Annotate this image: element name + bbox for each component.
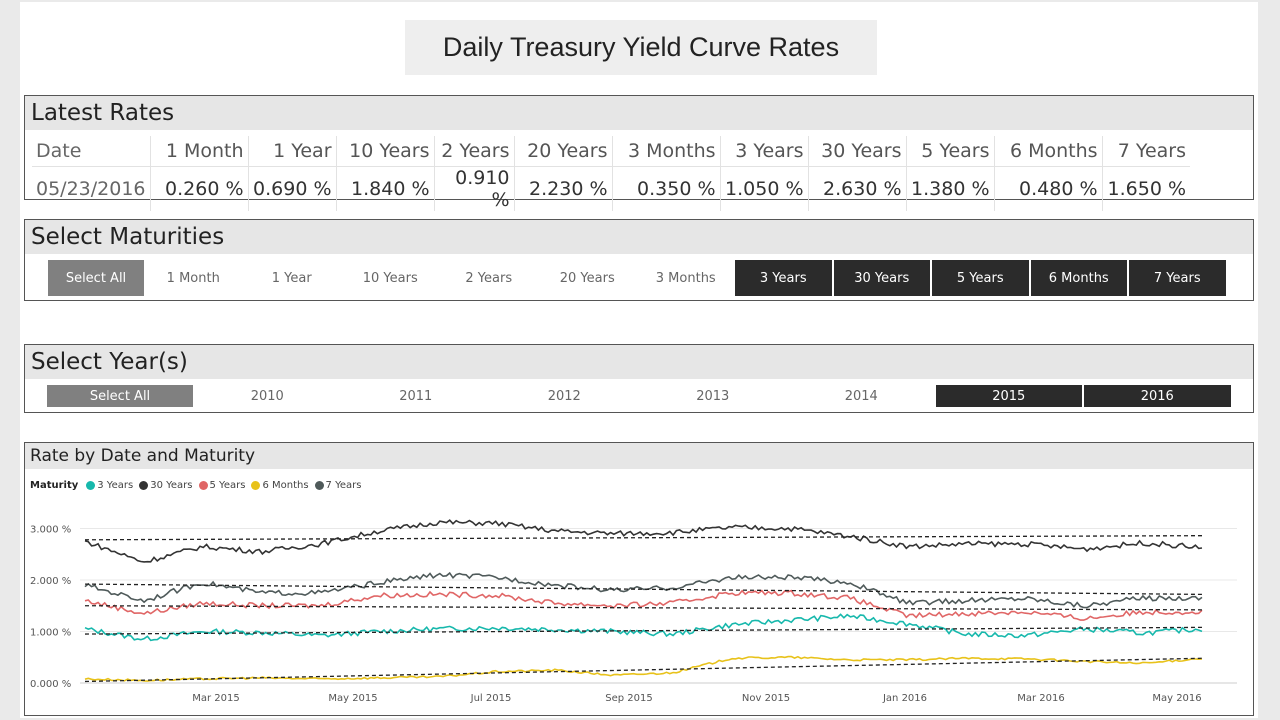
column-header-6-months[interactable]: 6 Months xyxy=(993,136,1103,166)
column-header-10-years[interactable]: 10 Years xyxy=(335,136,435,166)
trend-line-6-months xyxy=(84,657,1203,683)
column-header-3-months[interactable]: 3 Months xyxy=(611,136,721,166)
legend-label: 6 Months xyxy=(262,480,309,491)
column-header-7-years[interactable]: 7 Years xyxy=(1101,136,1191,166)
legend-marker-icon xyxy=(198,481,208,490)
series-line-5-years[interactable] xyxy=(84,589,1203,621)
maturities-slicer: Select Maturities Select All 1 Month 1 Ye… xyxy=(24,219,1254,301)
legend-marker-icon xyxy=(251,481,261,490)
rate-cell-3-years: 1.050 % xyxy=(719,166,809,211)
column-header-date[interactable]: Date xyxy=(36,139,82,162)
column-header-5-years[interactable]: 5 Years xyxy=(905,136,995,166)
maturities-select-all-button[interactable]: Select All xyxy=(48,260,144,296)
rate-cell-1-month: 0.260 % xyxy=(149,166,249,211)
chart-legend: Maturity 3 Years 30 Years 5 Years 6 Months 7… xyxy=(30,480,367,491)
rate-cell-5-years: 1.380 % xyxy=(905,166,995,211)
column-header-3-years[interactable]: 3 Years xyxy=(719,136,809,166)
maturities-header: Select Maturities xyxy=(25,220,1253,254)
series-line-6-months[interactable] xyxy=(84,655,1203,682)
legend-marker-icon xyxy=(139,481,149,490)
rate-cell-30-years: 2.630 % xyxy=(807,166,907,211)
x-tick-label: Jan 2016 xyxy=(882,693,927,704)
line-chart: 0.000 % 1.000 % 2.000 % 3.000 % Mar 2015 May … xyxy=(30,519,1237,704)
legend-marker-icon xyxy=(86,481,96,490)
maturity-option-7-years[interactable]: 7 Years xyxy=(1129,260,1228,296)
year-option-2015[interactable]: 2015 xyxy=(935,385,1084,407)
legend-marker-icon xyxy=(314,481,324,490)
rate-cell-6-months: 0.480 % xyxy=(993,166,1103,211)
year-option-2010[interactable]: 2010 xyxy=(193,385,342,407)
y-tick-label: 0.000 % xyxy=(30,679,71,690)
column-header-1-month[interactable]: 1 Month xyxy=(149,136,249,166)
series-line-30-years[interactable] xyxy=(84,519,1203,563)
series-line-7-years[interactable] xyxy=(84,571,1203,609)
year-option-2016[interactable]: 2016 xyxy=(1084,385,1233,407)
column-header-30-years[interactable]: 30 Years xyxy=(807,136,907,166)
y-tick-label: 2.000 % xyxy=(30,576,71,587)
rate-cell-7-years: 1.650 % xyxy=(1101,166,1191,211)
year-option-2011[interactable]: 2011 xyxy=(341,385,490,407)
latest-rates-table: Date 1 Month 1 Year 10 Years 2 Years 20 Years… xyxy=(32,136,1191,211)
rate-chart-panel: Rate by Date and Maturity Maturity 3 Yea… xyxy=(24,442,1254,716)
maturity-option-2-years[interactable]: 2 Years xyxy=(439,260,538,296)
x-tick-label: Mar 2015 xyxy=(192,693,240,704)
years-header: Select Year(s) xyxy=(25,345,1253,379)
maturity-option-3-months[interactable]: 3 Months xyxy=(636,260,735,296)
year-option-2012[interactable]: 2012 xyxy=(490,385,639,407)
y-tick-label: 3.000 % xyxy=(30,524,71,535)
latest-rates-header: Latest Rates xyxy=(25,96,1253,130)
rate-cell-date: 05/23/2016 xyxy=(36,177,146,200)
legend-label: 7 Years xyxy=(325,480,362,491)
x-tick-label: May 2016 xyxy=(1152,693,1201,704)
table-row: 05/23/2016 0.260 % 0.690 % 1.840 % 0.910 % 2.… xyxy=(32,166,1191,211)
maturity-option-3-years[interactable]: 3 Years xyxy=(735,260,834,296)
x-tick-label: Mar 2016 xyxy=(1017,693,1065,704)
column-header-2-years[interactable]: 2 Years xyxy=(433,136,515,166)
maturity-buttons: Select All 1 Month 1 Year 10 Years 2 Years 2… xyxy=(48,260,1228,296)
column-header-1-year[interactable]: 1 Year xyxy=(247,136,337,166)
x-tick-label: Jul 2015 xyxy=(470,693,512,704)
report-canvas: Daily Treasury Yield Curve Rates Latest … xyxy=(20,2,1258,718)
x-tick-label: Sep 2015 xyxy=(605,693,652,704)
years-slicer: Select Year(s) Select All 2010 2011 2012 20… xyxy=(24,344,1254,413)
column-header-20-years[interactable]: 20 Years xyxy=(513,136,613,166)
maturity-option-6-months[interactable]: 6 Months xyxy=(1030,260,1129,296)
x-tick-label: Nov 2015 xyxy=(742,693,790,704)
legend-label: 5 Years xyxy=(209,480,246,491)
rate-cell-1-year: 0.690 % xyxy=(247,166,337,211)
legend-item-3-years[interactable]: 3 Years xyxy=(86,480,133,491)
year-buttons: Select All 2010 2011 2012 2013 2014 2015 2016 xyxy=(47,385,1233,407)
year-option-2014[interactable]: 2014 xyxy=(787,385,936,407)
chart-header: Rate by Date and Maturity xyxy=(25,443,1253,469)
series-line-3-years[interactable] xyxy=(84,613,1203,642)
legend-item-6-months[interactable]: 6 Months xyxy=(251,480,309,491)
rate-cell-10-years: 1.840 % xyxy=(335,166,435,211)
year-option-2013[interactable]: 2013 xyxy=(638,385,787,407)
x-tick-label: May 2015 xyxy=(328,693,377,704)
legend-label: 30 Years xyxy=(150,480,193,491)
maturity-option-20-years[interactable]: 20 Years xyxy=(538,260,637,296)
latest-rates-panel: Latest Rates Date 1 Month 1 Year 10 Years 2 … xyxy=(24,95,1254,211)
rate-cell-20-years: 2.230 % xyxy=(513,166,613,211)
maturity-option-1-month[interactable]: 1 Month xyxy=(144,260,243,296)
legend-item-30-years[interactable]: 30 Years xyxy=(139,480,193,491)
maturity-option-10-years[interactable]: 10 Years xyxy=(341,260,440,296)
rate-cell-2-years: 0.910 % xyxy=(433,166,515,211)
maturity-option-5-years[interactable]: 5 Years xyxy=(932,260,1031,296)
title-box: Daily Treasury Yield Curve Rates xyxy=(405,20,877,75)
legend-item-5-years[interactable]: 5 Years xyxy=(198,480,246,491)
legend-item-7-years[interactable]: 7 Years xyxy=(314,480,362,491)
page-title: Daily Treasury Yield Curve Rates xyxy=(442,32,840,62)
legend-label: 3 Years xyxy=(97,480,134,491)
maturity-option-1-year[interactable]: 1 Year xyxy=(242,260,341,296)
rates-header-row: Date 1 Month 1 Year 10 Years 2 Years 20 Years… xyxy=(32,136,1191,166)
maturity-option-30-years[interactable]: 30 Years xyxy=(833,260,932,296)
y-tick-label: 1.000 % xyxy=(30,627,71,638)
rate-cell-3-months: 0.350 % xyxy=(611,166,721,211)
years-select-all-button[interactable]: Select All xyxy=(47,385,193,407)
legend-title: Maturity xyxy=(30,480,79,491)
